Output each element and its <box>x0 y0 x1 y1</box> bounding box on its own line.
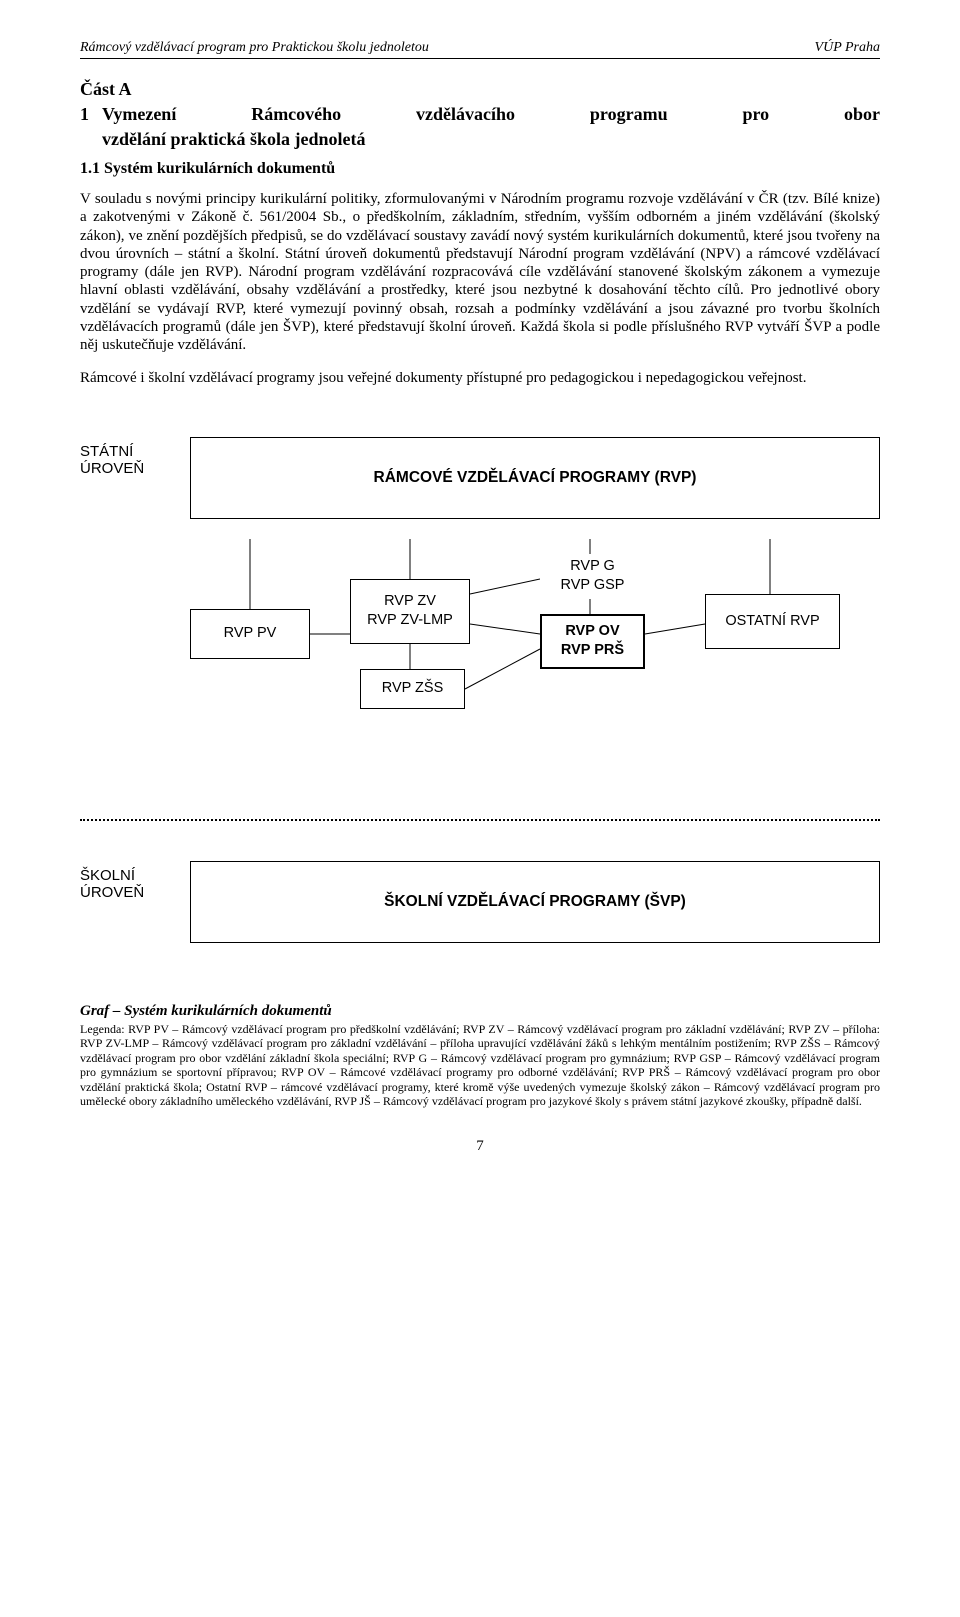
level-label-state: STÁTNÍ ÚROVEŇ <box>80 443 190 477</box>
box-rvp: RÁMCOVÉ VZDĚLÁVACÍ PROGRAMY (RVP) <box>190 437 880 519</box>
header-right: VÚP Praha <box>815 40 880 56</box>
node-rvp-zss: RVP ZŠS <box>360 669 465 709</box>
level-label-school: ŠKOLNÍ ÚROVEŇ <box>80 867 190 901</box>
heading-1-line2: vzdělání praktická škola jednoletá <box>102 129 880 150</box>
paragraph-2: Rámcové i školní vzdělávací programy jso… <box>80 369 880 387</box>
node-rvp-ov: RVP OV RVP PRŠ <box>540 614 645 669</box>
heading-1: 1 Vymezení Rámcového vzdělávacího progra… <box>80 104 880 125</box>
heading-2: 1.1 Systém kurikulárních dokumentů <box>80 160 880 178</box>
graf-legend: Legenda: RVP PV – Rámcový vzdělávací pro… <box>80 1022 880 1108</box>
node-rvp-ostatni: OSTATNÍ RVP <box>705 594 840 649</box>
diagram-nodes: RVP PV RVP ZV RVP ZV-LMP RVP ZŠS RVP G R… <box>190 539 880 789</box>
page-number: 7 <box>80 1138 880 1155</box>
header-left: Rámcový vzdělávací program pro Prakticko… <box>80 40 429 56</box>
heading-1-num: 1 <box>80 104 102 125</box>
node-rvp-zv: RVP ZV RVP ZV-LMP <box>350 579 470 644</box>
dotted-separator <box>80 819 880 821</box>
paragraph-1: V souladu s novými principy kurikulární … <box>80 190 880 355</box>
box-svp: ŠKOLNÍ VZDĚLÁVACÍ PROGRAMY (ŠVP) <box>190 861 880 943</box>
node-rvp-g: RVP G RVP GSP <box>540 554 645 599</box>
node-rvp-pv: RVP PV <box>190 609 310 659</box>
heading-1-line1: Vymezení Rámcového vzdělávacího programu… <box>102 104 880 125</box>
running-header: Rámcový vzdělávací program pro Prakticko… <box>80 40 880 59</box>
diagram: STÁTNÍ ÚROVEŇ RÁMCOVÉ VZDĚLÁVACÍ PROGRAM… <box>80 437 880 943</box>
part-label: Část A <box>80 79 880 100</box>
graf-title: Graf – Systém kurikulárních dokumentů <box>80 1003 880 1020</box>
